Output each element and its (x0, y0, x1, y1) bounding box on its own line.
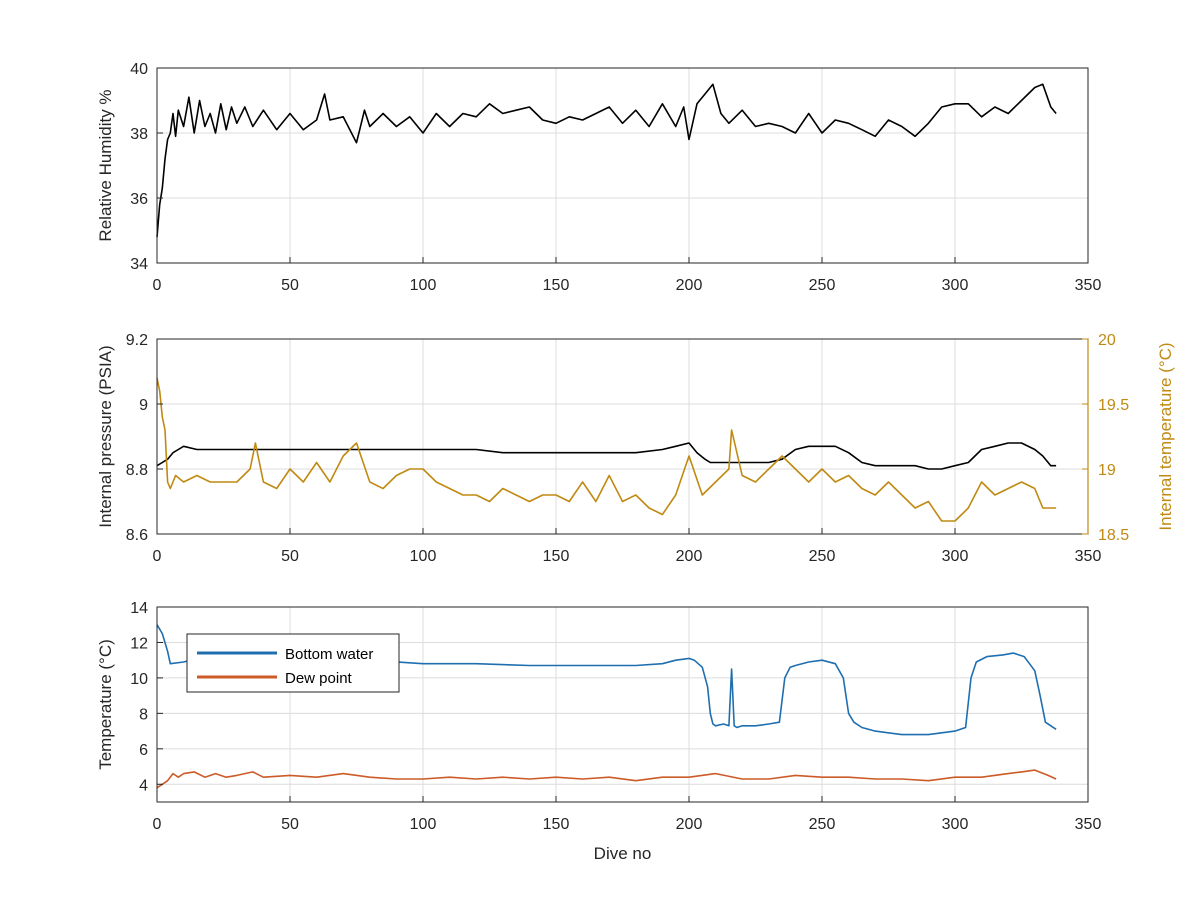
plot-area (157, 339, 1088, 534)
right-tick-label: 19.5 (1098, 397, 1129, 414)
plot-area (157, 68, 1088, 263)
y-tick-label: 36 (130, 191, 148, 208)
x-tick-label: 200 (676, 816, 703, 833)
series-line-bottom-water (156, 624, 1057, 736)
x-tick-label: 0 (153, 816, 162, 833)
right-axis-label: Internal temperature (°C) (1156, 342, 1175, 530)
legend: Bottom water Dew point (186, 633, 400, 693)
x-tick-label: 250 (809, 548, 836, 565)
x-tick-label: 350 (1075, 548, 1102, 565)
x-axis-label: Dive no (594, 844, 652, 863)
x-tick-label: 50 (281, 277, 299, 294)
y-tick-label: 34 (130, 256, 148, 273)
series-line-dew-point (156, 769, 1057, 789)
x-tick-label: 350 (1075, 277, 1102, 294)
y-tick-label: 14 (130, 600, 148, 617)
y-tick-label: 8.6 (126, 527, 148, 544)
bottom-temperature-panel: 0 50 100 150 200 250 300 350 4 6 8 10 12 14 Temperatur… (96, 600, 1101, 863)
pressure-temperature-panel: 0 50 100 150 200 250 300 350 8.6 8.8 9 9.2 18.5 19 19.… (96, 332, 1175, 565)
y-tick-label: 38 (130, 126, 148, 143)
x-tick-label: 0 (153, 548, 162, 565)
x-tick-label: 0 (153, 277, 162, 294)
y-tick-label: 4 (139, 777, 148, 794)
x-tick-label: 250 (809, 277, 836, 294)
y-tick-label: 8 (139, 706, 148, 723)
legend-label: Dew point (285, 670, 353, 687)
x-tick-label: 250 (809, 816, 836, 833)
legend-box (186, 633, 400, 693)
y-tick-label: 9.2 (126, 332, 148, 349)
y-tick-label: 10 (130, 671, 148, 688)
y-tick-label: 9 (139, 397, 148, 414)
x-tick-label: 50 (281, 548, 299, 565)
series-line-0-0 (156, 83, 1057, 238)
x-tick-label: 100 (410, 548, 437, 565)
x-tick-label: 300 (942, 277, 969, 294)
legend-label: Bottom water (285, 646, 373, 663)
y-tick-label: 8.8 (126, 462, 148, 479)
x-tick-label: 200 (676, 277, 703, 294)
x-tick-label: 350 (1075, 816, 1102, 833)
humidity-panel: 0 50 100 150 200 250 300 350 34 36 38 40 Relative Hu… (96, 61, 1101, 294)
x-tick-label: 300 (942, 816, 969, 833)
x-tick-label: 150 (543, 277, 570, 294)
plot-frame (156, 606, 1089, 803)
x-tick-label: 150 (543, 816, 570, 833)
y-axis-label: Relative Humidity % (96, 89, 115, 241)
x-tick-label: 100 (410, 277, 437, 294)
right-tick-label: 20 (1098, 332, 1116, 349)
y-axis-label: Temperature (°C) (96, 639, 115, 770)
x-tick-label: 150 (543, 548, 570, 565)
x-tick-label: 300 (942, 548, 969, 565)
series-line-1-0 (156, 442, 1057, 470)
y-tick-label: 40 (130, 61, 148, 78)
y-tick-label: 6 (139, 742, 148, 759)
y-axis-label: Internal pressure (PSIA) (96, 345, 115, 527)
x-tick-label: 50 (281, 816, 299, 833)
y-tick-label: 12 (130, 635, 148, 652)
right-tick-label: 19 (1098, 462, 1116, 479)
series-line-1-1 (156, 377, 1057, 522)
x-tick-label: 200 (676, 548, 703, 565)
plot-frame (156, 67, 1089, 264)
x-tick-label: 100 (410, 816, 437, 833)
right-tick-label: 18.5 (1098, 527, 1129, 544)
